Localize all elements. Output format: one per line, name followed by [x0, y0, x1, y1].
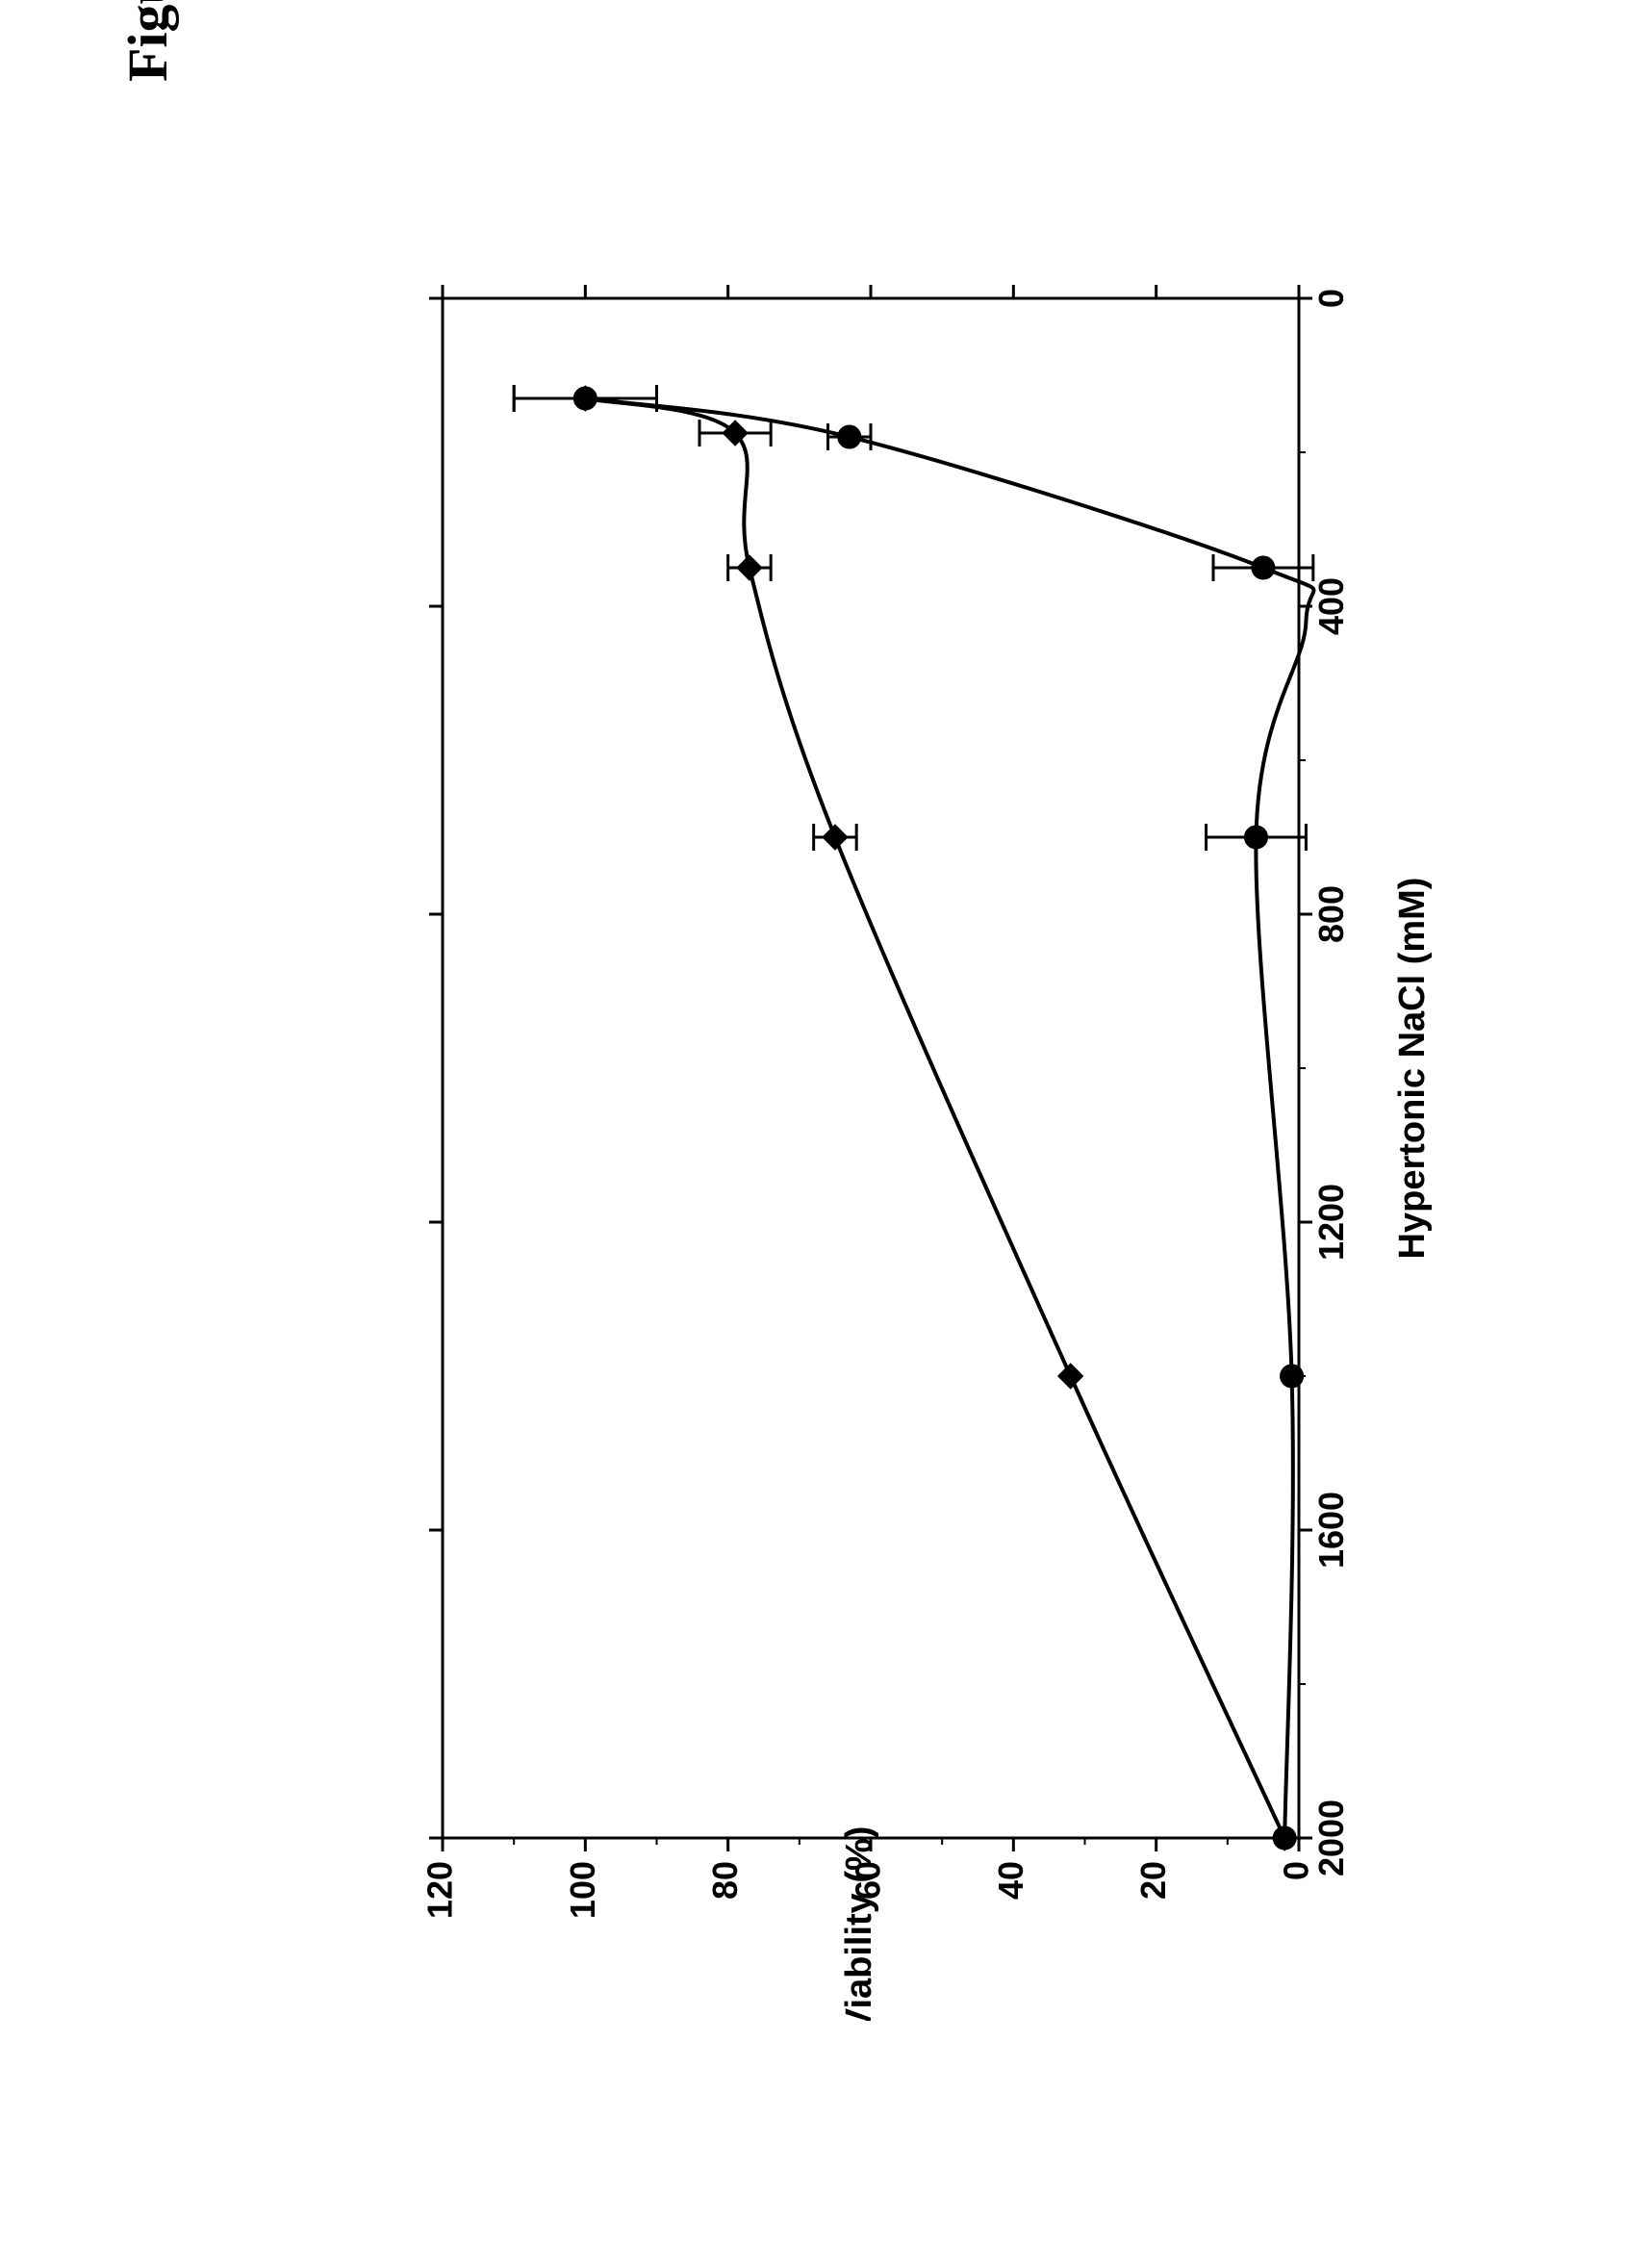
svg-text:2000: 2000: [1311, 1799, 1351, 1876]
series-diamond-marker: [737, 555, 762, 580]
series-circle-line: [585, 398, 1313, 1838]
svg-text:0: 0: [1277, 1861, 1316, 1880]
svg-text:40: 40: [991, 1861, 1030, 1900]
series-circle-marker: [1281, 1365, 1304, 1388]
series-circle-marker: [838, 425, 861, 448]
svg-text:100: 100: [563, 1861, 602, 1919]
series-circle-marker: [1245, 826, 1268, 849]
series-diamond-line: [585, 398, 1284, 1838]
svg-text:Cell Viability (%): Cell Viability (%): [839, 1826, 879, 2021]
series-diamond-marker: [823, 825, 848, 850]
svg-text:120: 120: [420, 1861, 460, 1919]
svg-text:800: 800: [1311, 885, 1351, 943]
svg-text:400: 400: [1311, 577, 1351, 635]
series-circle-marker: [1273, 1826, 1296, 1850]
svg-text:1600: 1600: [1311, 1492, 1351, 1569]
series-circle-marker: [1252, 556, 1275, 579]
figure-title: Figure 2: [115, 0, 180, 82]
cell-viability-chart: 0 400 800 1200 1600 2000 Hypertonic NaCl (mM) 0…: [366, 192, 1520, 2021]
svg-text:Hypertonic NaCl (mM): Hypertonic NaCl (mM): [1392, 878, 1433, 1260]
svg-text:1200: 1200: [1311, 1184, 1351, 1261]
svg-text:20: 20: [1133, 1861, 1173, 1900]
svg-text:80: 80: [705, 1861, 745, 1900]
svg-text:0: 0: [1311, 289, 1351, 308]
series-circle-marker: [573, 387, 597, 410]
series-diamond-marker: [1058, 1364, 1083, 1389]
